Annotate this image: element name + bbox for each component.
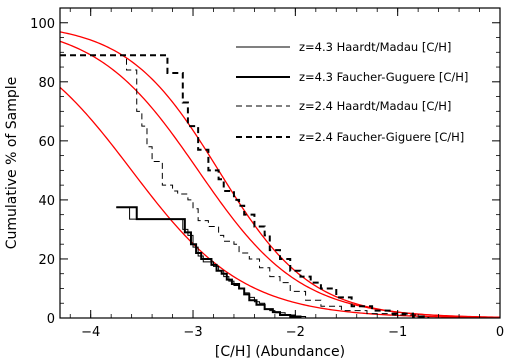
- y-tick-label: 20: [38, 253, 55, 268]
- model-curve-1: [59, 86, 501, 319]
- x-axis-title: [C/H] (Abundance): [215, 344, 345, 360]
- x-tick-label: −1: [388, 325, 407, 340]
- series-line-2: [116, 206, 302, 318]
- legend-label-1: z=4.3 Haardt/Madau [C/H]: [299, 40, 451, 54]
- y-tick-label: 60: [38, 135, 55, 150]
- y-axis-ticks: 0 20 40 60 80 100: [30, 7, 500, 327]
- legend-label-2: z=4.3 Faucher-Guguere [C/H]: [299, 70, 468, 84]
- y-tick-label: 0: [47, 312, 55, 327]
- data-series: [60, 54, 430, 318]
- x-axis-ticks: −4 −3 −2 −1 0: [69, 8, 504, 340]
- y-axis-title: Cumulative % of Sample: [4, 77, 20, 250]
- legend: z=4.3 Haardt/Madau [C/H] z=4.3 Faucher-Gu…: [236, 40, 468, 144]
- series-line-4: [60, 54, 430, 318]
- x-tick-label: 0: [496, 325, 504, 340]
- legend-label-3: z=2.4 Haardt/Madau [C/H]: [299, 99, 451, 113]
- x-tick-label: −3: [183, 325, 202, 340]
- x-tick-label: −2: [286, 325, 305, 340]
- plot-frame: [59, 7, 501, 319]
- x-tick-label: −4: [81, 325, 100, 340]
- series-line-3: [60, 54, 419, 318]
- y-tick-label: 40: [38, 194, 55, 209]
- legend-label-4: z=2.4 Faucher-Giguere [C/H]: [299, 130, 464, 144]
- y-tick-label: 80: [38, 76, 55, 91]
- y-tick-label: 100: [30, 17, 55, 32]
